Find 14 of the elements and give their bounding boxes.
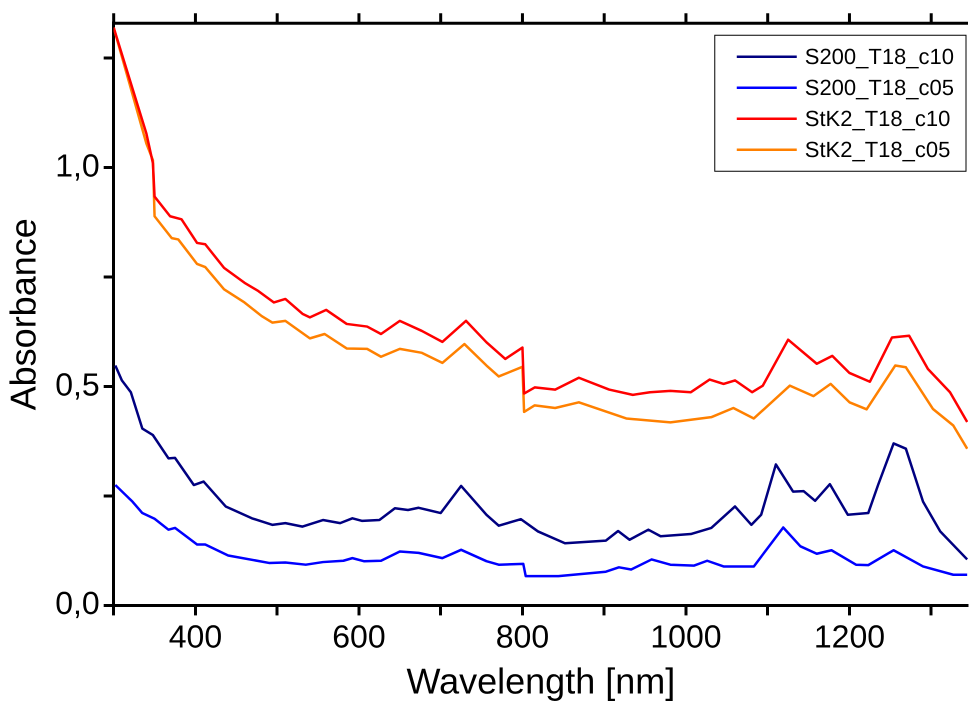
x-tick-label: 1000 <box>650 618 722 654</box>
y-tick-label: 0,0 <box>55 585 100 622</box>
x-tick-label: 800 <box>496 618 550 654</box>
x-tick-label: 400 <box>168 618 222 654</box>
x-tick-label: 1200 <box>814 618 886 654</box>
legend-label: StK2_T18_c05 <box>804 136 950 162</box>
x-axis-title: Wavelength [nm] <box>406 660 676 702</box>
y-tick-label: 0,5 <box>55 366 100 402</box>
x-tick-label: 600 <box>332 618 386 654</box>
y-tick-label: 1,0 <box>55 147 100 184</box>
legend-label: S200_T18_c10 <box>804 44 954 69</box>
legend-label: StK2_T18_c10 <box>804 106 950 131</box>
legend-label: S200_T18_c05 <box>804 74 954 100</box>
y-axis-title: Absorbance <box>2 218 44 410</box>
